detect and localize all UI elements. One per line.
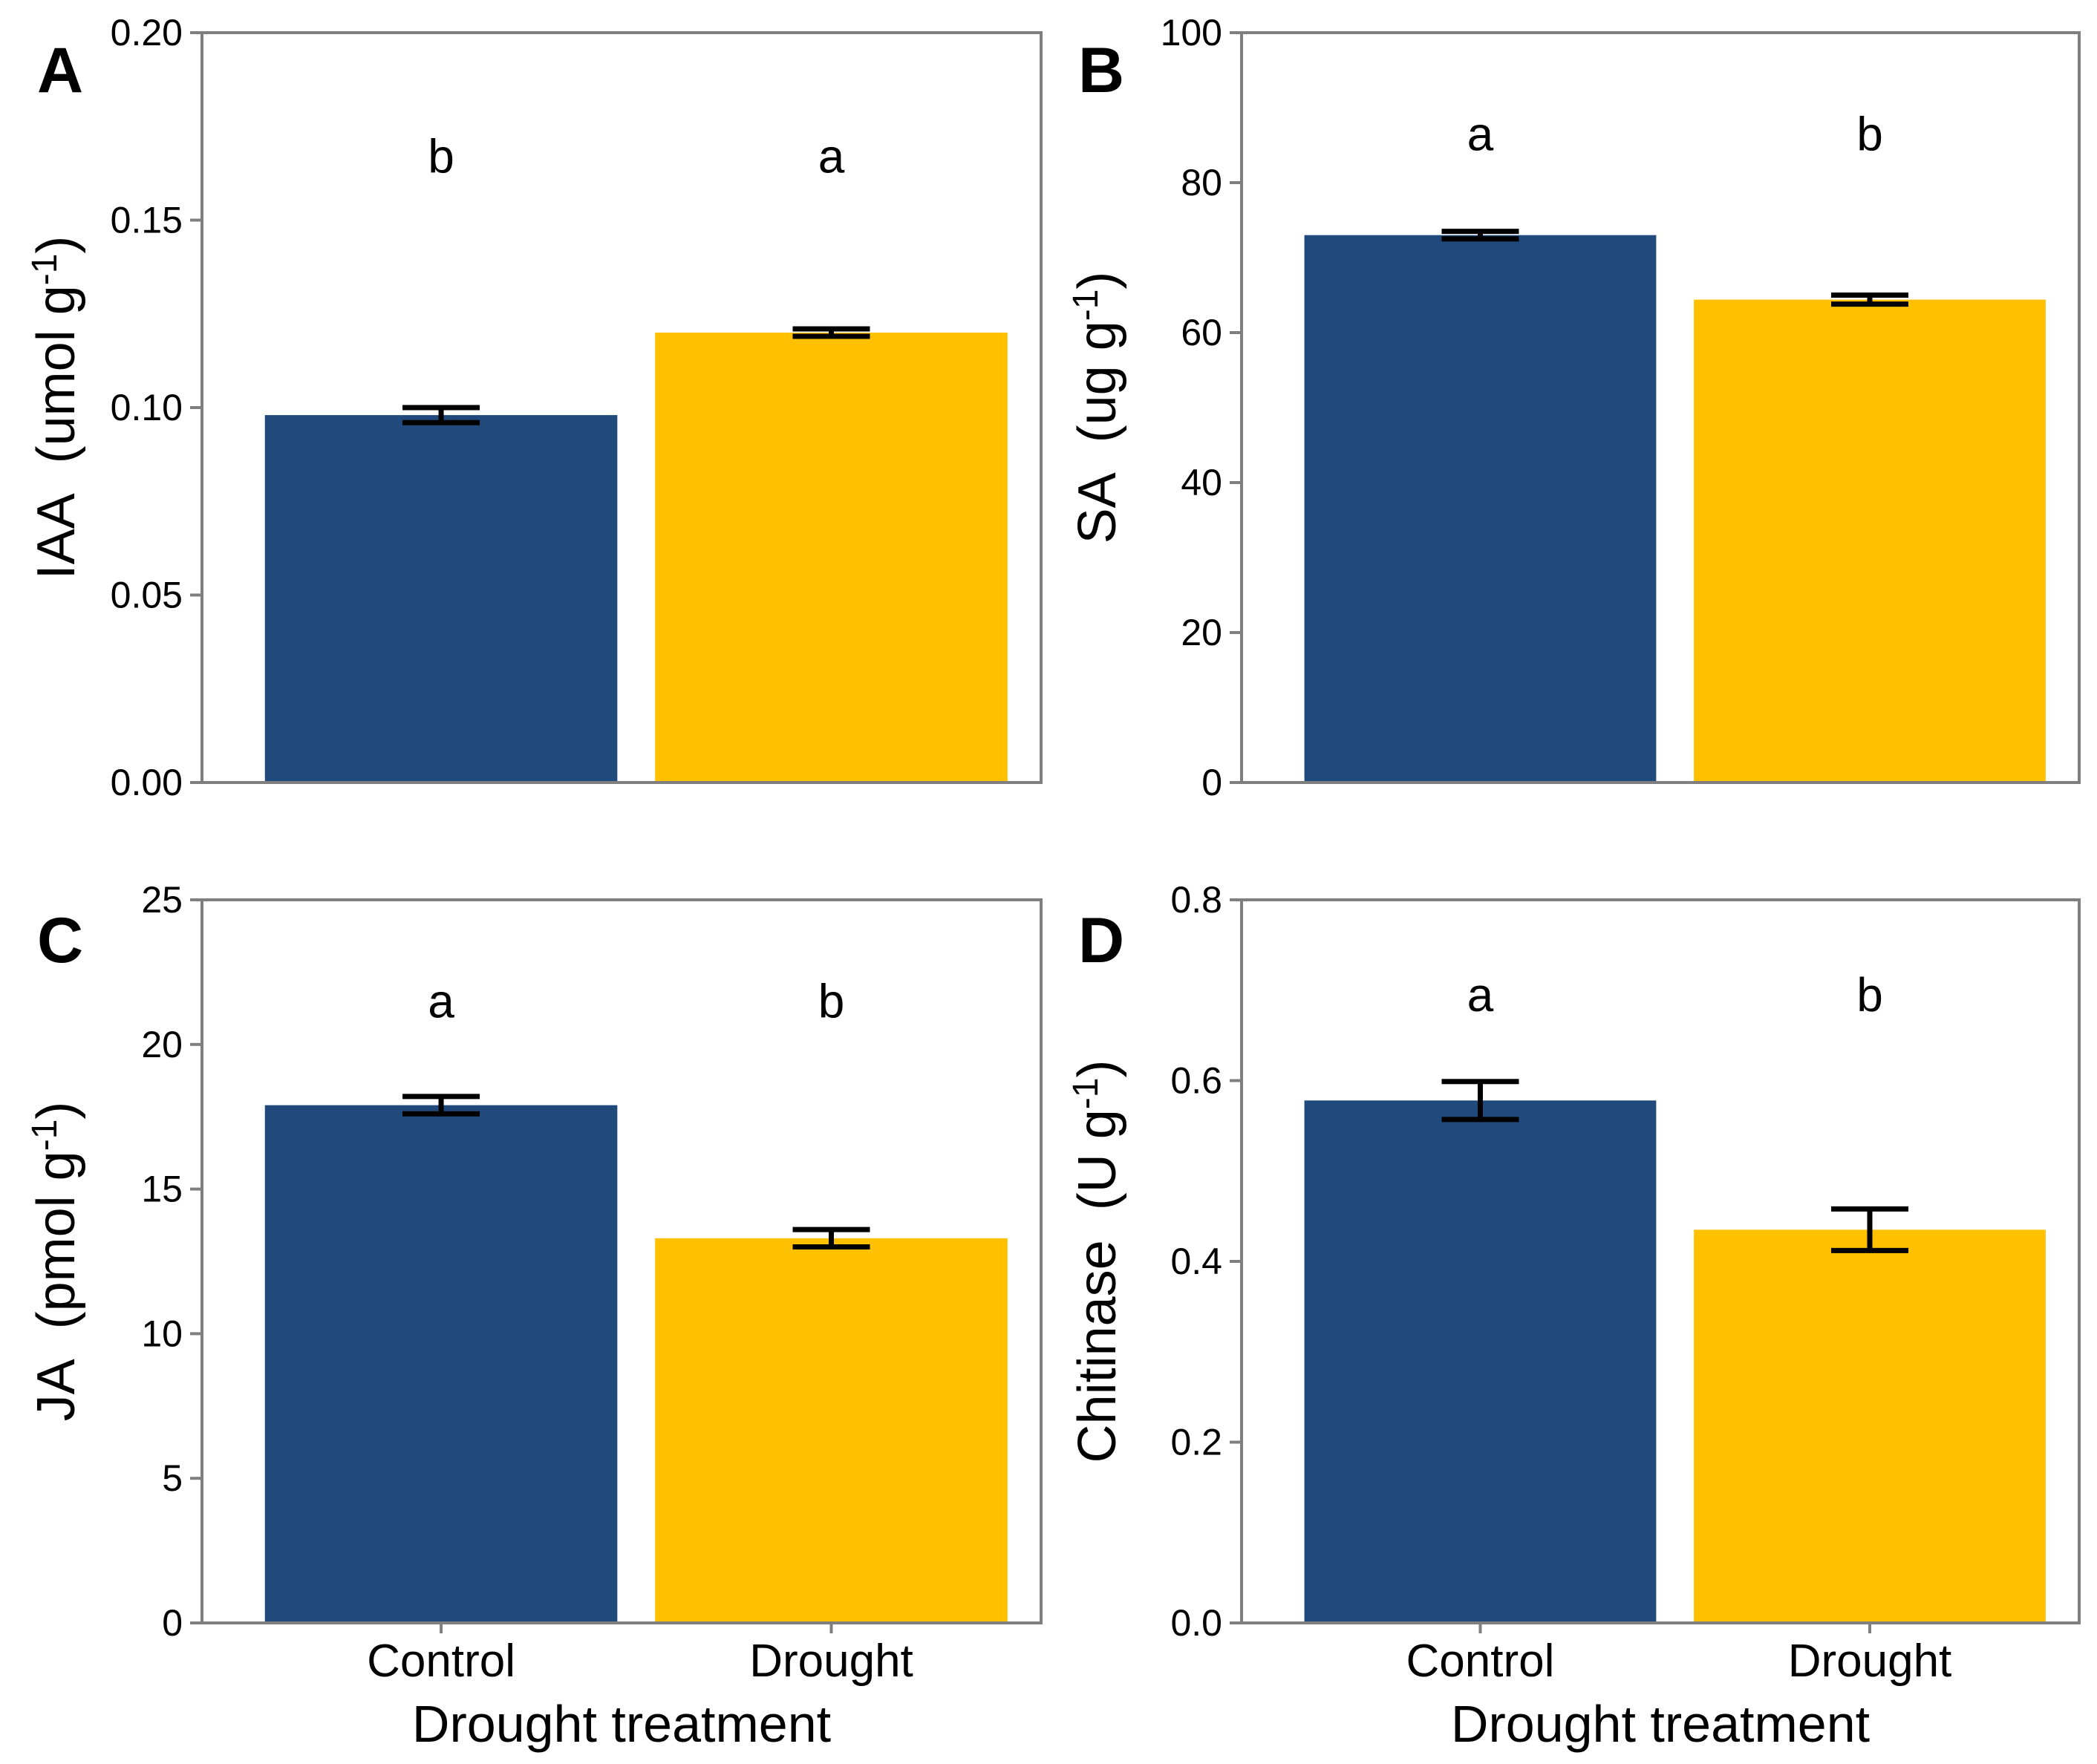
panel-d: a b 0.0 0.2 0.4 0.6 0.8 Chitinase (U g-1) D Contr… [1066,879,2081,1753]
panel-letter-b: B [1078,35,1124,106]
y-axis-panel-c: 0 5 10 15 20 25 [141,879,202,1644]
panel-letter-c: C [37,905,83,976]
bar-control-panel-b [1304,235,1657,783]
panel-c: a b 0 5 10 15 20 25 JA (pmol g-1) C Control Drought… [25,879,1043,1753]
y-tick-label: 0.20 [111,12,183,53]
x-axis-panel-d: Control Drought Drought treatment [1406,1623,1952,1753]
panel-a: b a 0.00 0.05 0.10 0.15 0.20 IAA (umol g-1) A [25,12,1043,803]
error-bar-drought-panel-a [792,326,870,339]
bar-drought-panel-b [1694,299,2046,783]
panel-b: a b 0 20 40 60 80 100 SA (ug g-1) B [1066,12,2081,803]
panel-letter-d: D [1078,905,1124,976]
significance-letter-control-panel-a: b [428,130,454,183]
significance-letter-control-panel-b: a [1467,107,1494,160]
y-tick-label: 20 [1181,612,1222,653]
y-tick-label: 80 [1181,162,1222,203]
panel-letter-a: A [37,35,83,106]
y-tick-label: 0.05 [111,575,183,616]
y-tick-label: 0.6 [1170,1060,1222,1102]
y-tick-label: 0.10 [111,387,183,428]
y-tick-label: 25 [141,879,183,921]
y-tick-label: 0.0 [1170,1602,1222,1644]
y-tick-label: 0.4 [1170,1241,1222,1282]
plot-border-panel-b [1240,31,2081,784]
y-tick-label: 0 [1201,762,1222,803]
error-bar-control-panel-a [402,405,480,425]
x-axis-panel-c: Control Drought Drought treatment [367,1623,913,1753]
y-tick-label: 5 [162,1457,183,1499]
x-tick-label-drought: Drought [1788,1636,1952,1687]
y-axis-panel-d: 0.0 0.2 0.4 0.6 0.8 [1170,879,1242,1644]
x-axis-title-panel-c: Drought treatment [412,1695,831,1753]
significance-letter-control-panel-c: a [428,974,454,1028]
bar-drought-panel-d [1694,1229,2046,1623]
y-axis-title-panel-c: JA (pmol g-1) [25,1102,86,1422]
x-tick-label-control: Control [367,1636,515,1687]
y-tick-label: 40 [1181,462,1222,503]
bar-control-panel-c [264,1105,618,1623]
y-tick-label: 0.15 [111,200,183,241]
x-tick-label-drought: Drought [749,1636,913,1687]
error-bar-drought-panel-c [792,1226,870,1250]
y-axis-title-panel-b: SA (ug g-1) [1066,272,1127,544]
y-tick-label: 20 [141,1024,183,1065]
x-axis-title-panel-d: Drought treatment [1451,1695,1870,1753]
error-bar-control-panel-b [1441,229,1519,242]
y-axis-panel-b: 0 20 40 60 80 100 [1161,12,1242,803]
significance-letter-drought-panel-d: b [1856,968,1883,1022]
y-tick-label: 15 [141,1169,183,1210]
error-bar-drought-panel-b [1831,293,1908,307]
significance-letter-drought-panel-c: b [818,974,845,1028]
error-bar-control-panel-d [1441,1079,1519,1123]
y-tick-label: 0.00 [111,762,183,803]
y-axis-title-panel-a: IAA (umol g-1) [25,236,86,580]
significance-letter-drought-panel-a: a [818,130,845,183]
y-tick-label: 0.8 [1170,879,1222,921]
y-tick-label: 0.2 [1170,1422,1222,1463]
x-tick-label-control: Control [1406,1636,1555,1687]
y-tick-label: 10 [141,1313,183,1354]
y-tick-label: 0 [162,1602,183,1644]
error-bar-drought-panel-d [1831,1206,1908,1253]
y-axis-title-panel-d: Chitinase (U g-1) [1066,1060,1127,1463]
bar-drought-panel-c [655,1238,1008,1623]
significance-letter-drought-panel-b: b [1856,107,1883,160]
error-bar-control-panel-c [402,1094,480,1117]
bar-control-panel-d [1304,1100,1657,1623]
significance-letter-control-panel-d: a [1467,968,1494,1022]
y-tick-label: 60 [1181,312,1222,353]
plot-border-panel-c [200,898,1043,1624]
y-axis-panel-a: 0.00 0.05 0.10 0.15 0.20 [111,12,202,803]
bar-drought-panel-a [655,333,1008,783]
bar-control-panel-a [264,415,618,783]
y-tick-label: 100 [1161,12,1222,53]
